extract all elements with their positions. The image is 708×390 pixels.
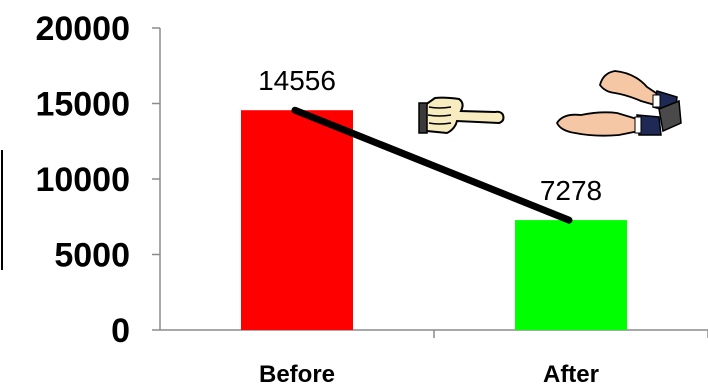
- x-axis: Before After: [160, 329, 708, 388]
- pointing-hand-icon: [418, 96, 505, 135]
- data-labels: 14556 7278: [258, 65, 602, 206]
- y-tick-label: 5000: [54, 237, 130, 275]
- data-label-before: 14556: [258, 65, 336, 96]
- y-tick-label: 10000: [35, 161, 130, 199]
- y-tick-label: 20000: [35, 10, 130, 48]
- x-tick-label-before: Before: [259, 361, 335, 388]
- trend-line-group: [291, 106, 573, 224]
- bar-before: [241, 110, 353, 330]
- y-tick-label: 0: [111, 312, 130, 350]
- trend-line: [291, 106, 573, 224]
- y-tick-label: 15000: [35, 86, 130, 124]
- bars: [241, 110, 627, 330]
- bar-after: [515, 220, 627, 330]
- clapping-hands-icon: [555, 70, 682, 137]
- y-axis: 0 5000 10000 15000 20000: [35, 10, 161, 350]
- data-label-after: 7278: [540, 175, 602, 206]
- x-tick-label-after: After: [543, 361, 599, 388]
